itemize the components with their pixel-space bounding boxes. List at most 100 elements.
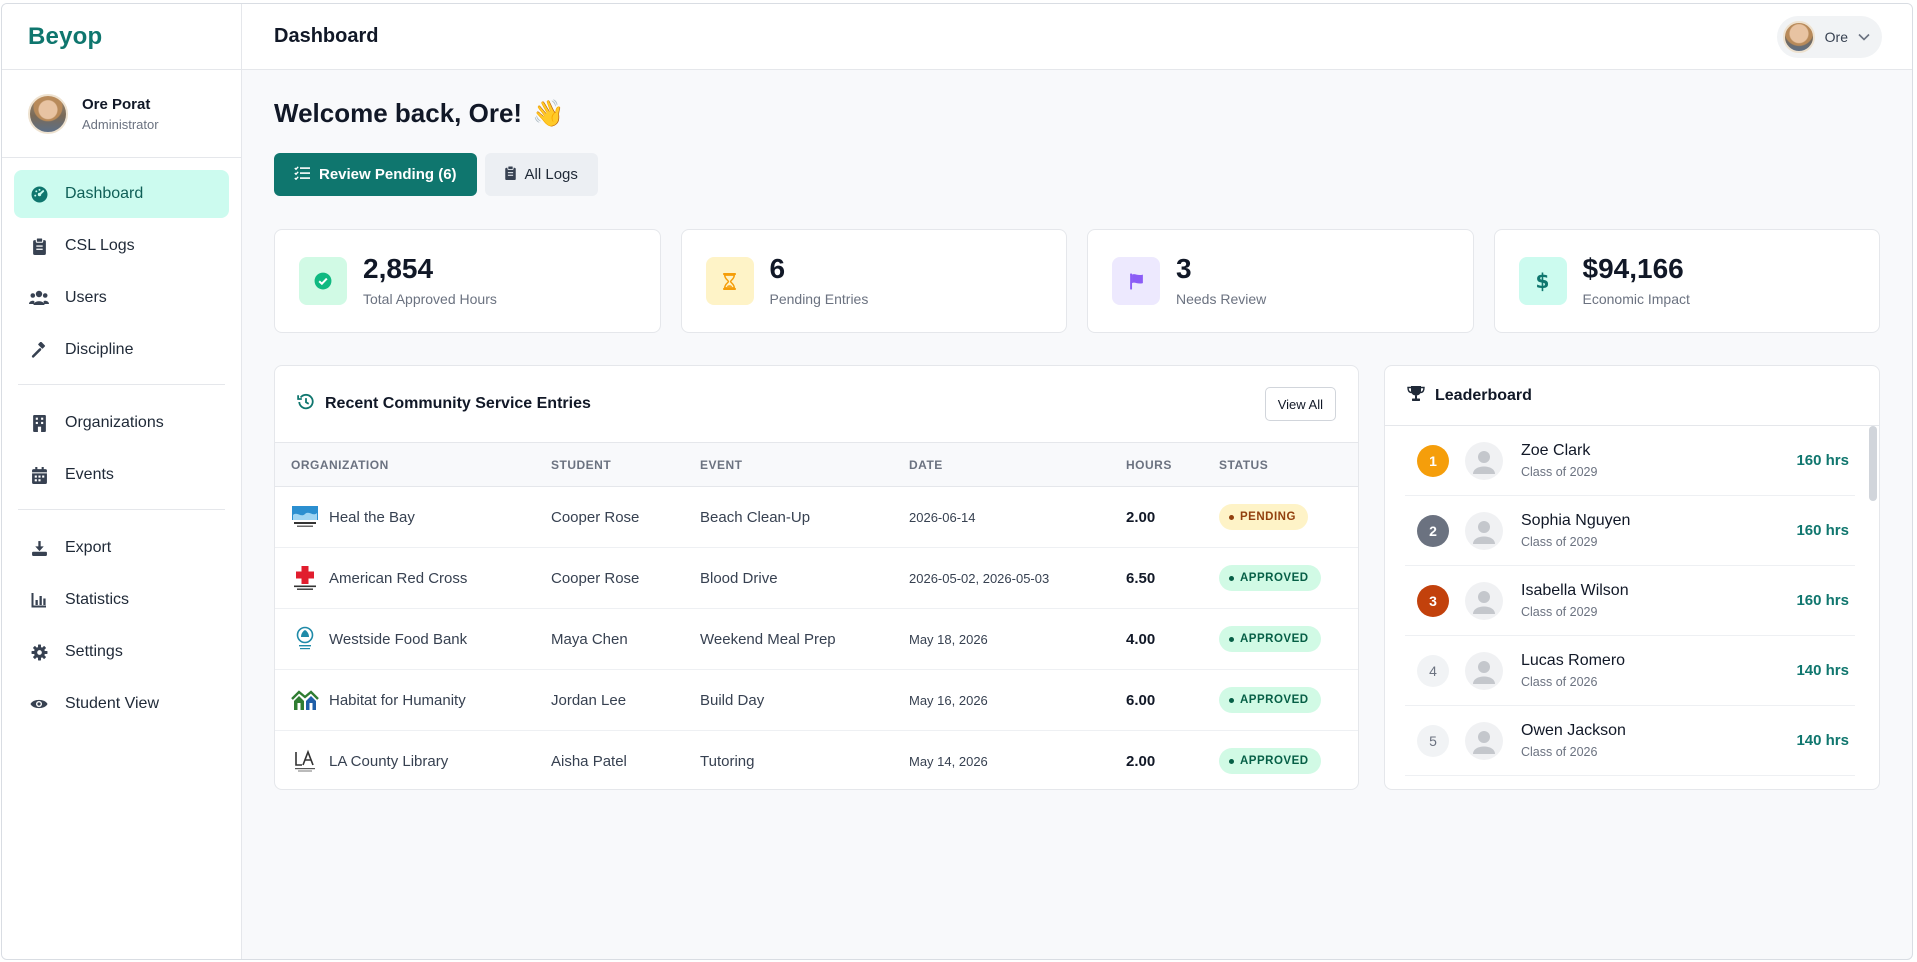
event-cell: Beach Clean-Up <box>700 508 811 526</box>
sidebar-item-label: Organizations <box>65 414 164 431</box>
panel-header: Recent Community Service Entries View Al… <box>275 366 1358 442</box>
sidebar-item-export[interactable]: Export <box>14 524 229 572</box>
view-all-button[interactable]: View All <box>1264 387 1336 421</box>
stats-row: 2,854 Total Approved Hours 6 Pending Ent… <box>274 229 1880 333</box>
rank-badge: 1 <box>1417 444 1449 477</box>
sidebar-item-label: Dashboard <box>65 185 144 202</box>
profile-card[interactable]: Ore Porat Administrator <box>2 70 241 158</box>
sidebar-item-statistics[interactable]: Statistics <box>14 576 229 624</box>
flag-icon <box>1112 257 1160 305</box>
org-name: LA County Library <box>329 752 449 770</box>
column-header[interactable]: STATUS <box>1219 457 1269 472</box>
leader-class: Class of 2029 <box>1521 465 1598 479</box>
column-header[interactable]: EVENT <box>700 457 743 472</box>
recent-entries-panel: Recent Community Service Entries View Al… <box>274 365 1359 790</box>
nav-divider <box>18 509 225 510</box>
column-header[interactable]: HOURS <box>1126 457 1172 472</box>
sidebar-item-csl-logs[interactable]: CSL Logs <box>14 222 229 270</box>
heal-the-bay-logo <box>291 505 319 529</box>
sidebar-item-settings[interactable]: Settings <box>14 628 229 676</box>
gavel-icon <box>29 340 49 360</box>
sidebar-item-discipline[interactable]: Discipline <box>14 326 229 374</box>
user-avatar-icon <box>1465 721 1503 760</box>
column-header[interactable]: STUDENT <box>551 457 612 472</box>
list-item[interactable]: 2 Sophia Nguyen Class of 2029 160 hrs <box>1405 496 1855 566</box>
panel-title: Recent Community Service Entries <box>325 395 591 412</box>
sidebar-item-student-view[interactable]: Student View <box>14 680 229 728</box>
user-menu[interactable]: Ore <box>1776 15 1882 58</box>
all-logs-button[interactable]: All Logs <box>484 153 598 196</box>
stat-value: 6 <box>769 253 786 284</box>
profile-role: Administrator <box>82 116 159 132</box>
stat-card-approved-hours: 2,854 Total Approved Hours <box>274 229 661 333</box>
stat-value: $94,166 <box>1582 253 1684 284</box>
sidebar-item-label: Users <box>65 289 107 306</box>
stat-label: Pending Entries <box>769 291 869 307</box>
leader-name: Zoe Clark <box>1521 442 1591 459</box>
leader-name: Owen Jackson <box>1521 722 1626 739</box>
profile-name: Ore Porat <box>82 95 151 113</box>
sidebar-item-dashboard[interactable]: Dashboard <box>14 170 229 218</box>
user-menu-name: Ore <box>1824 28 1848 45</box>
list-item[interactable]: 4 Lucas Romero Class of 2026 140 hrs <box>1405 636 1855 706</box>
list-item[interactable]: 5 Owen Jackson Class of 2026 140 hrs <box>1405 706 1855 776</box>
stat-value: 2,854 <box>363 253 434 284</box>
sidebar-item-users[interactable]: Users <box>14 274 229 322</box>
clipboard-icon <box>504 165 516 184</box>
date-cell: 2026-06-14 <box>909 509 976 525</box>
red-cross-logo <box>291 566 319 590</box>
nav-divider <box>18 384 225 385</box>
panel-header: Leaderboard <box>1385 366 1879 426</box>
download-icon <box>29 538 49 558</box>
rank-badge: 5 <box>1417 724 1449 757</box>
sidebar: Beyop Ore Porat Administrator Dashboard … <box>2 4 242 959</box>
event-cell: Tutoring <box>700 752 755 770</box>
leader-hours: 160 hrs <box>1796 452 1849 469</box>
app-window: Beyop Ore Porat Administrator Dashboard … <box>1 3 1913 960</box>
habitat-logo <box>291 688 319 712</box>
status-badge: APPROVED <box>1219 626 1321 652</box>
status-badge: APPROVED <box>1219 748 1321 775</box>
stat-card-pending-entries: 6 Pending Entries <box>680 229 1067 333</box>
status-badge: APPROVED <box>1219 565 1321 591</box>
wave-emoji: 👋 <box>532 98 565 128</box>
column-header[interactable]: DATE <box>909 457 943 472</box>
hourglass-icon <box>705 257 754 305</box>
rank-badge: 2 <box>1417 514 1449 547</box>
table-header-row: ORGANIZATION STUDENT EVENT DATE HOURS ST… <box>275 442 1358 487</box>
leaderboard-scrollbar[interactable] <box>1869 426 1877 789</box>
user-avatar-icon <box>1465 651 1503 690</box>
scrollbar-thumb[interactable] <box>1869 426 1877 501</box>
dashboard-icon <box>29 184 49 204</box>
hours-cell: 6.00 <box>1126 691 1156 709</box>
student-cell: Maya Chen <box>551 630 628 648</box>
sidebar-item-label: Discipline <box>65 341 134 358</box>
table-row[interactable]: Westside Food Bank Maya Chen Weekend Mea… <box>275 609 1358 670</box>
table-row[interactable]: LA County Library Aisha Patel Tutoring M… <box>275 731 1358 790</box>
leader-class: Class of 2026 <box>1521 745 1598 759</box>
gear-icon <box>29 642 49 662</box>
date-cell: May 18, 2026 <box>909 631 988 647</box>
check-circle-icon <box>299 257 347 305</box>
user-avatar-icon <box>1465 511 1503 550</box>
student-cell: Cooper Rose <box>551 569 640 587</box>
stat-value: 3 <box>1176 253 1192 284</box>
table-row[interactable]: American Red Cross Cooper Rose Blood Dri… <box>275 548 1358 609</box>
table-row[interactable]: Habitat for Humanity Jordan Lee Build Da… <box>275 670 1358 731</box>
review-pending-label: Review Pending (6) <box>319 166 457 183</box>
sidebar-item-organizations[interactable]: Organizations <box>14 399 229 447</box>
brand-logo[interactable]: Beyop <box>2 4 241 70</box>
column-header[interactable]: ORGANIZATION <box>291 457 389 472</box>
rank-badge: 3 <box>1417 584 1449 617</box>
sidebar-item-label: Events <box>65 466 114 483</box>
panel-title: Leaderboard <box>1435 386 1532 404</box>
leader-hours: 140 hrs <box>1796 662 1849 679</box>
stat-label: Needs Review <box>1176 291 1267 307</box>
sidebar-item-label: Statistics <box>65 591 130 608</box>
table-row[interactable]: Heal the Bay Cooper Rose Beach Clean-Up … <box>275 487 1358 548</box>
list-item[interactable]: 1 Zoe Clark Class of 2029 160 hrs <box>1405 426 1855 496</box>
hours-cell: 6.50 <box>1126 569 1156 587</box>
review-pending-button[interactable]: Review Pending (6) <box>274 153 477 196</box>
list-item[interactable]: 3 Isabella Wilson Class of 2029 160 hrs <box>1405 566 1855 636</box>
sidebar-item-events[interactable]: Events <box>14 451 229 499</box>
